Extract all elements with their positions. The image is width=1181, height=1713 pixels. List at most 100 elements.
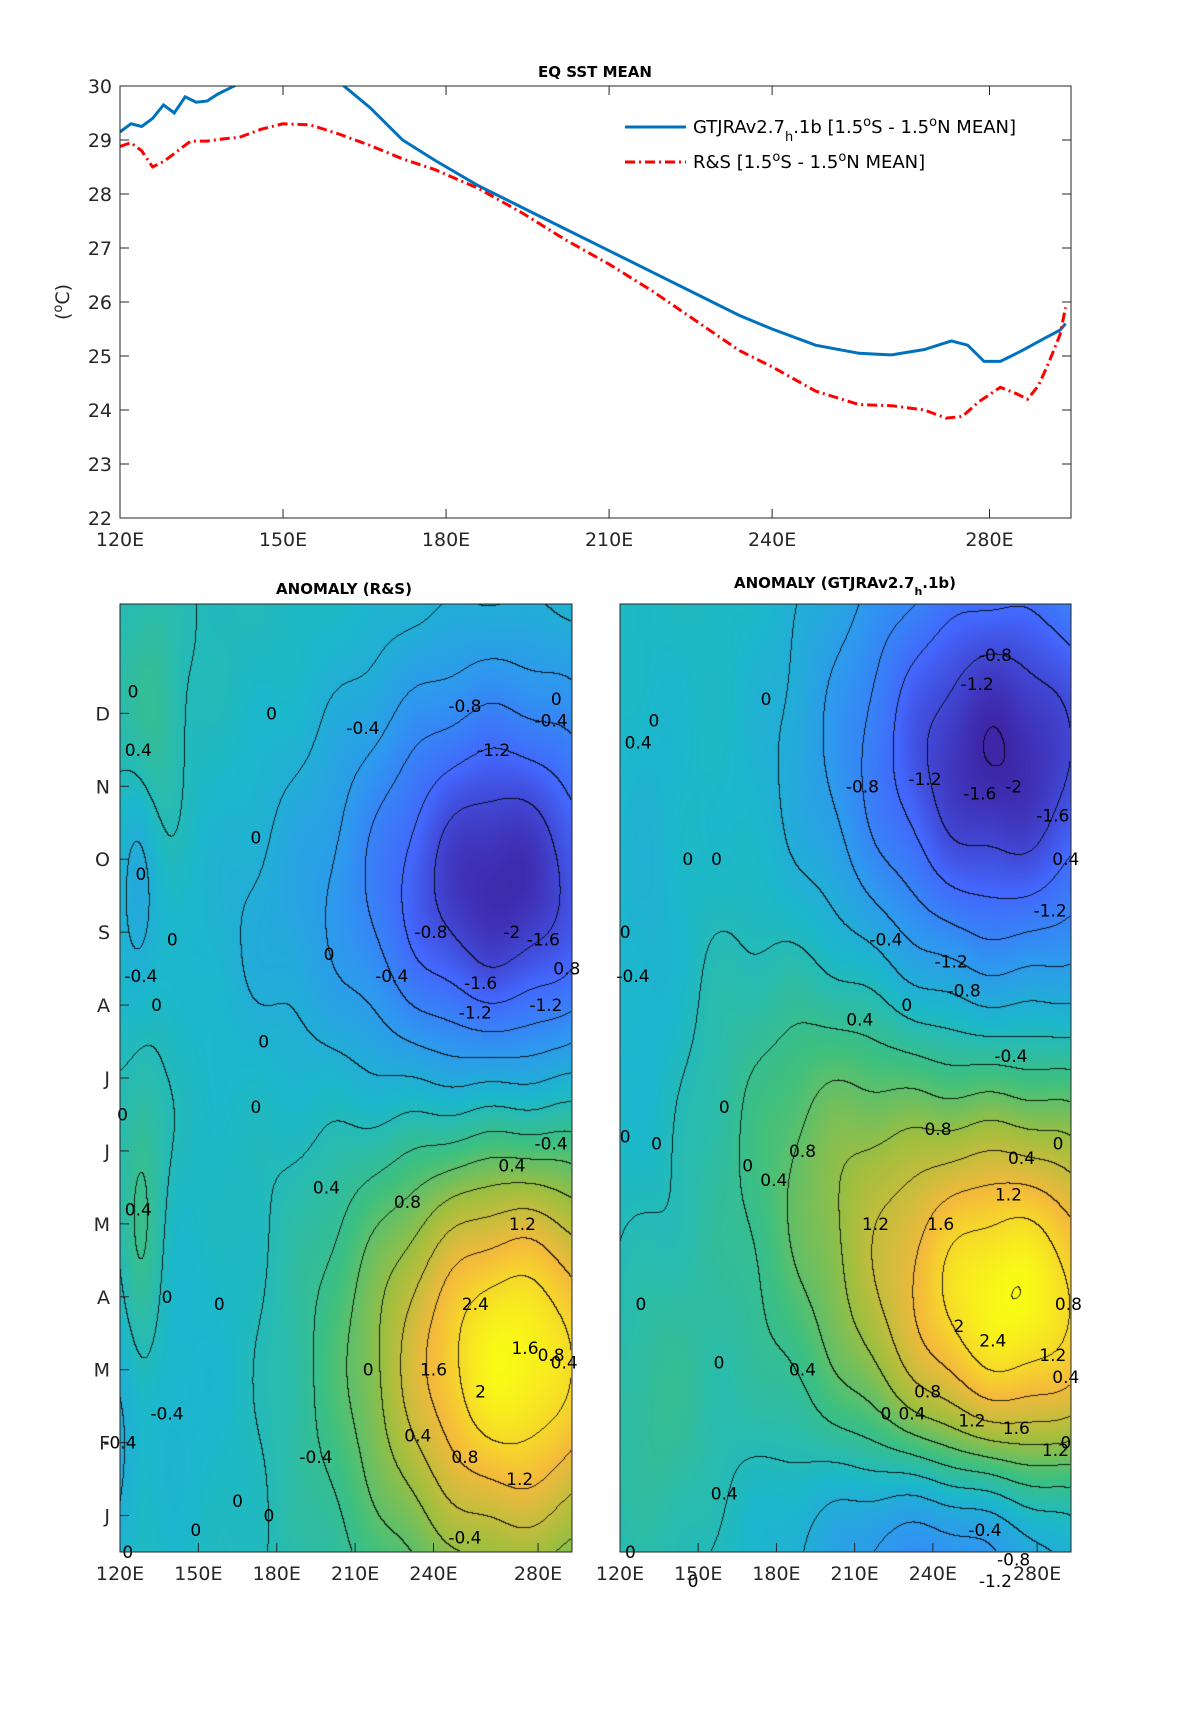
contour-label: 0.4 (625, 734, 652, 754)
plot-area (120, 86, 1071, 518)
month-tick-label: J (103, 1068, 110, 1090)
x-tick-label: 210E (830, 1563, 878, 1585)
contour-label: -1.2 (477, 741, 510, 761)
contour-label: -0.4 (124, 967, 157, 987)
legend-label-rs: R&S [1.5oS - 1.5oN MEAN] (693, 150, 925, 174)
contour-label: 0.8 (1055, 1295, 1082, 1315)
x-tick-label: 150E (259, 529, 307, 551)
anomaly-rs-heatmap (120, 604, 572, 1552)
x-tick-label: 210E (331, 1563, 379, 1585)
y-tick-label: 28 (88, 184, 112, 206)
contour-label: 0 (250, 828, 261, 848)
anomaly-rs-frame (119, 603, 573, 1553)
contour-label: -0.8 (846, 777, 879, 797)
y-axis-label: (oC) (51, 284, 75, 320)
contour-label: 1.2 (1039, 1346, 1066, 1366)
contour-label: 0 (258, 1033, 269, 1053)
anomaly-gtjra-frame (619, 603, 1072, 1553)
contour-label: -0.4 (535, 712, 568, 732)
contour-label: 1.2 (958, 1412, 985, 1432)
contour-label: -1.6 (963, 785, 996, 805)
month-axis-ticks: D N O S A J J M A M F J (94, 703, 129, 1528)
month-tick-label: A (97, 1287, 110, 1309)
contour-label: 0 (901, 996, 912, 1016)
contour-label: 0.8 (914, 1383, 941, 1403)
contour-label: -0.4 (535, 1135, 568, 1155)
x-tick-label: 150E (674, 1563, 722, 1585)
y-tick-label: 23 (88, 454, 112, 476)
contour-label: 0.4 (789, 1361, 816, 1381)
contour-label: -1.2 (961, 675, 994, 695)
contour-label: 0 (122, 1543, 133, 1563)
x-tick-label: 180E (422, 529, 470, 551)
month-tick-label: N (96, 776, 110, 798)
contour-label: -1.6 (1036, 807, 1069, 827)
contour-label: 0.4 (1052, 1368, 1079, 1388)
anomaly-rs-x-ticks: 120E 150E 180E 210E 240E 280E (96, 1543, 562, 1585)
contour-label: 0 (1053, 1135, 1064, 1155)
contour-label: -0.4 (375, 967, 408, 987)
contour-label: 1.6 (1003, 1419, 1030, 1439)
contour-label: 0 (714, 1353, 725, 1373)
contour-label: 0 (266, 704, 277, 724)
contour-label: 0 (363, 1361, 374, 1381)
x-tick-label: 180E (752, 1563, 800, 1585)
contour-label: -0.4 (994, 1047, 1027, 1067)
contour-label: 1.2 (995, 1186, 1022, 1206)
contour-label: 0.8 (789, 1142, 816, 1162)
y-tick-label: 30 (88, 76, 112, 98)
contour-label: -0.4 (968, 1521, 1001, 1541)
contour-label: 1.2 (506, 1470, 533, 1490)
contour-label: 0 (711, 850, 722, 870)
contour-label: -0.4 (346, 719, 379, 739)
contour-label: 0 (263, 1507, 274, 1527)
contour-label: 0 (620, 923, 631, 943)
month-tick-label: A (97, 995, 110, 1017)
y-tick-label: 26 (88, 292, 112, 314)
y-tick-label: 27 (88, 238, 112, 260)
contour-label: 2 (953, 1317, 964, 1337)
contour-label: 0.4 (125, 741, 152, 761)
month-tick-label: M (94, 1214, 110, 1236)
x-axis-ticks: 120E 150E 180E 210E 240E 280E (96, 86, 1014, 551)
anomaly-gtjra-title: ANOMALY (GTJRAv2.7h.1b) (734, 574, 956, 598)
anomaly-rs-title: ANOMALY (R&S) (276, 580, 412, 598)
contour-label: 0 (151, 996, 162, 1016)
contour-label: 0.8 (394, 1193, 421, 1213)
contour-label: 2.4 (979, 1332, 1006, 1352)
contour-label: 0.4 (404, 1426, 431, 1446)
month-tick-label: D (95, 703, 110, 725)
contour-label: 1.6 (511, 1339, 538, 1359)
contour-label: -0.8 (948, 982, 981, 1002)
contour-label: -1.6 (527, 930, 560, 950)
contour-label: 2 (475, 1383, 486, 1403)
contour-label: 0 (688, 1572, 699, 1592)
contour-label: -1.2 (459, 1003, 492, 1023)
anomaly-gtjra-x-ticks: 120E 150E 180E 210E 240E 280E (596, 1543, 1061, 1585)
contour-label: -0.4 (299, 1448, 332, 1468)
x-tick-label: 210E (585, 529, 633, 551)
contour-label: 1.2 (509, 1215, 536, 1235)
y-tick-label: 24 (88, 400, 112, 422)
month-tick-label: J (103, 1141, 110, 1163)
contour-label: 0.4 (898, 1404, 925, 1424)
contour-label: 0 (128, 683, 139, 703)
x-tick-label: 280E (1013, 1563, 1061, 1585)
contour-label: 0.4 (846, 1011, 873, 1031)
contour-label: -1.2 (529, 996, 562, 1016)
contour-label: -0.8 (448, 697, 481, 717)
contour-label: 0 (880, 1404, 891, 1424)
contour-label: -0.8 (414, 923, 447, 943)
contour-label: -1.2 (935, 952, 968, 972)
gtjra-series-line (120, 86, 1067, 363)
contour-label: 0 (167, 930, 178, 950)
contour-label: 0 (117, 1106, 128, 1126)
x-tick-label: 180E (253, 1563, 301, 1585)
contour-label: 0.4 (760, 1171, 787, 1191)
x-tick-label: 240E (409, 1563, 457, 1585)
x-tick-label: 120E (96, 1563, 144, 1585)
x-tick-label: 280E (965, 529, 1013, 551)
